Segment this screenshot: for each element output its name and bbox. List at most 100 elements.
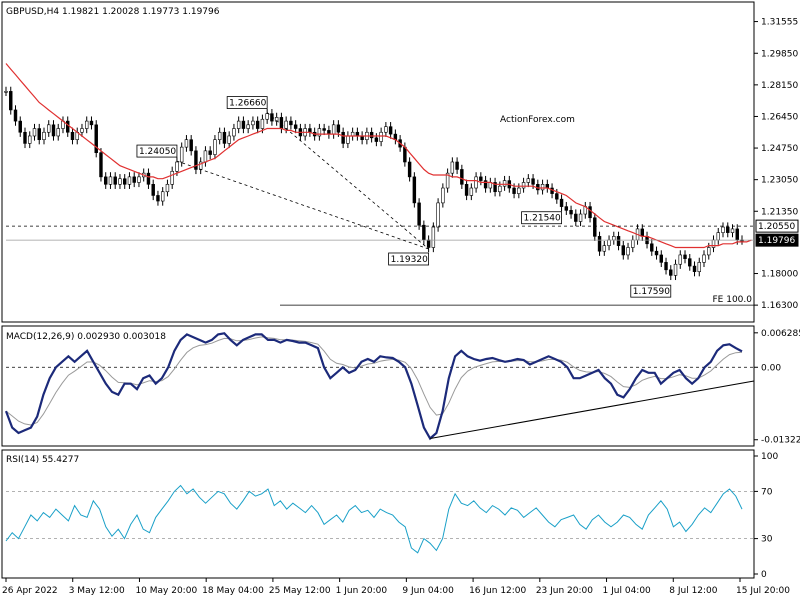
- candle: [4, 86, 8, 97]
- candle: [308, 123, 312, 137]
- candle-body: [293, 124, 298, 129]
- candle-body: [564, 206, 569, 211]
- candle: [455, 157, 459, 175]
- annotation-box: [136, 144, 178, 158]
- candle-body: [165, 184, 170, 193]
- candle-body: [521, 182, 526, 189]
- candle-body: [455, 161, 459, 170]
- x-tick-label: 23 Jun 20:00: [536, 586, 593, 596]
- candle-body: [417, 202, 421, 226]
- candle-body: [669, 269, 673, 276]
- candle-body: [32, 128, 37, 137]
- candle: [241, 116, 246, 134]
- candle: [255, 116, 260, 134]
- candle: [460, 164, 464, 189]
- annotation-label: 1.24050: [139, 147, 176, 157]
- candle: [99, 148, 103, 182]
- candle-body: [426, 239, 431, 248]
- candle: [146, 168, 151, 189]
- price-badge-label: 1.19796: [758, 236, 795, 246]
- candle: [602, 241, 607, 256]
- candle-body: [203, 150, 208, 163]
- candle: [156, 190, 160, 206]
- candle-body: [673, 263, 678, 276]
- candle-body: [697, 262, 701, 272]
- candle-body: [445, 172, 450, 189]
- candle: [450, 157, 455, 178]
- candle: [184, 135, 189, 152]
- price-tick-label: 1.31555: [761, 18, 798, 28]
- candle-body: [707, 247, 711, 256]
- candle-body: [602, 245, 607, 252]
- candle-body: [460, 169, 464, 185]
- candle-body: [279, 117, 284, 129]
- candle: [422, 220, 426, 245]
- projection-line: [176, 160, 429, 250]
- candle: [104, 172, 108, 189]
- candle-body: [436, 202, 440, 228]
- candle-body: [175, 161, 179, 172]
- candle: [721, 222, 725, 238]
- x-tick-label: 18 May 04:00: [202, 586, 264, 596]
- candle: [436, 198, 440, 232]
- watermark-text: ActionForex.com: [500, 115, 575, 125]
- candle-body: [56, 128, 60, 137]
- candle: [47, 120, 51, 137]
- candle: [659, 250, 663, 268]
- candle: [564, 201, 569, 215]
- candle-body: [42, 131, 46, 140]
- candle-body: [184, 139, 189, 148]
- candle-body: [170, 170, 174, 185]
- candle-body: [531, 178, 535, 185]
- candle-body: [498, 185, 502, 193]
- candle: [726, 222, 730, 238]
- candle-body: [588, 206, 592, 219]
- candle: [51, 120, 56, 141]
- candle-body: [607, 239, 611, 246]
- candle: [341, 127, 345, 149]
- candle-body: [692, 265, 697, 272]
- projection-line: [266, 112, 429, 250]
- candle: [521, 177, 526, 193]
- candle-body: [422, 224, 426, 241]
- candle-body: [113, 176, 117, 185]
- rsi-layer: 100 70 30 0: [5, 452, 778, 580]
- price-header: GBPUSD,H4 1.19821 1.20028 1.19773 1.1979…: [6, 7, 220, 17]
- price-badge: 1.19796: [755, 233, 799, 247]
- candle: [483, 175, 488, 193]
- candle: [122, 174, 127, 189]
- macd-signal-line: [5, 336, 743, 426]
- candle-body: [540, 184, 545, 191]
- candle-body: [194, 150, 198, 170]
- candle: [417, 198, 421, 230]
- candle-body: [621, 245, 626, 256]
- price-tick-label: 1.16300: [761, 301, 798, 311]
- candle-body: [616, 236, 621, 246]
- annotation: 1.17590: [630, 284, 672, 298]
- price-tick-label: 1.26450: [761, 112, 798, 122]
- annotation: 1.26660: [226, 96, 268, 109]
- candle: [222, 127, 227, 149]
- x-axis: 26 Apr 2022 3 May 12:00 10 May 20:00 18 May…: [2, 578, 790, 596]
- candle: [626, 242, 630, 260]
- candle: [360, 131, 364, 145]
- candle: [540, 179, 545, 195]
- macd-header: MACD(12,26,9) 0.002930 0.003018: [6, 332, 166, 342]
- macd-tick-label: 0.00: [761, 363, 781, 373]
- rsi-header: RSI(14) 55.4277: [6, 455, 79, 465]
- rsi-tick-label: 70: [761, 487, 773, 497]
- candle: [80, 123, 84, 137]
- candle-body: [578, 213, 583, 222]
- candle-body: [265, 113, 269, 120]
- candle: [654, 246, 659, 260]
- candle: [479, 172, 483, 186]
- candle: [198, 157, 203, 175]
- annotation: 1.24050: [136, 144, 178, 158]
- candle-body: [650, 243, 654, 252]
- candle-body: [70, 131, 75, 140]
- x-tick-label: 1 Jun 20:00: [336, 586, 388, 596]
- candle-body: [160, 191, 165, 202]
- candle-body: [241, 120, 246, 129]
- candle-body: [127, 176, 132, 185]
- candle: [545, 179, 550, 193]
